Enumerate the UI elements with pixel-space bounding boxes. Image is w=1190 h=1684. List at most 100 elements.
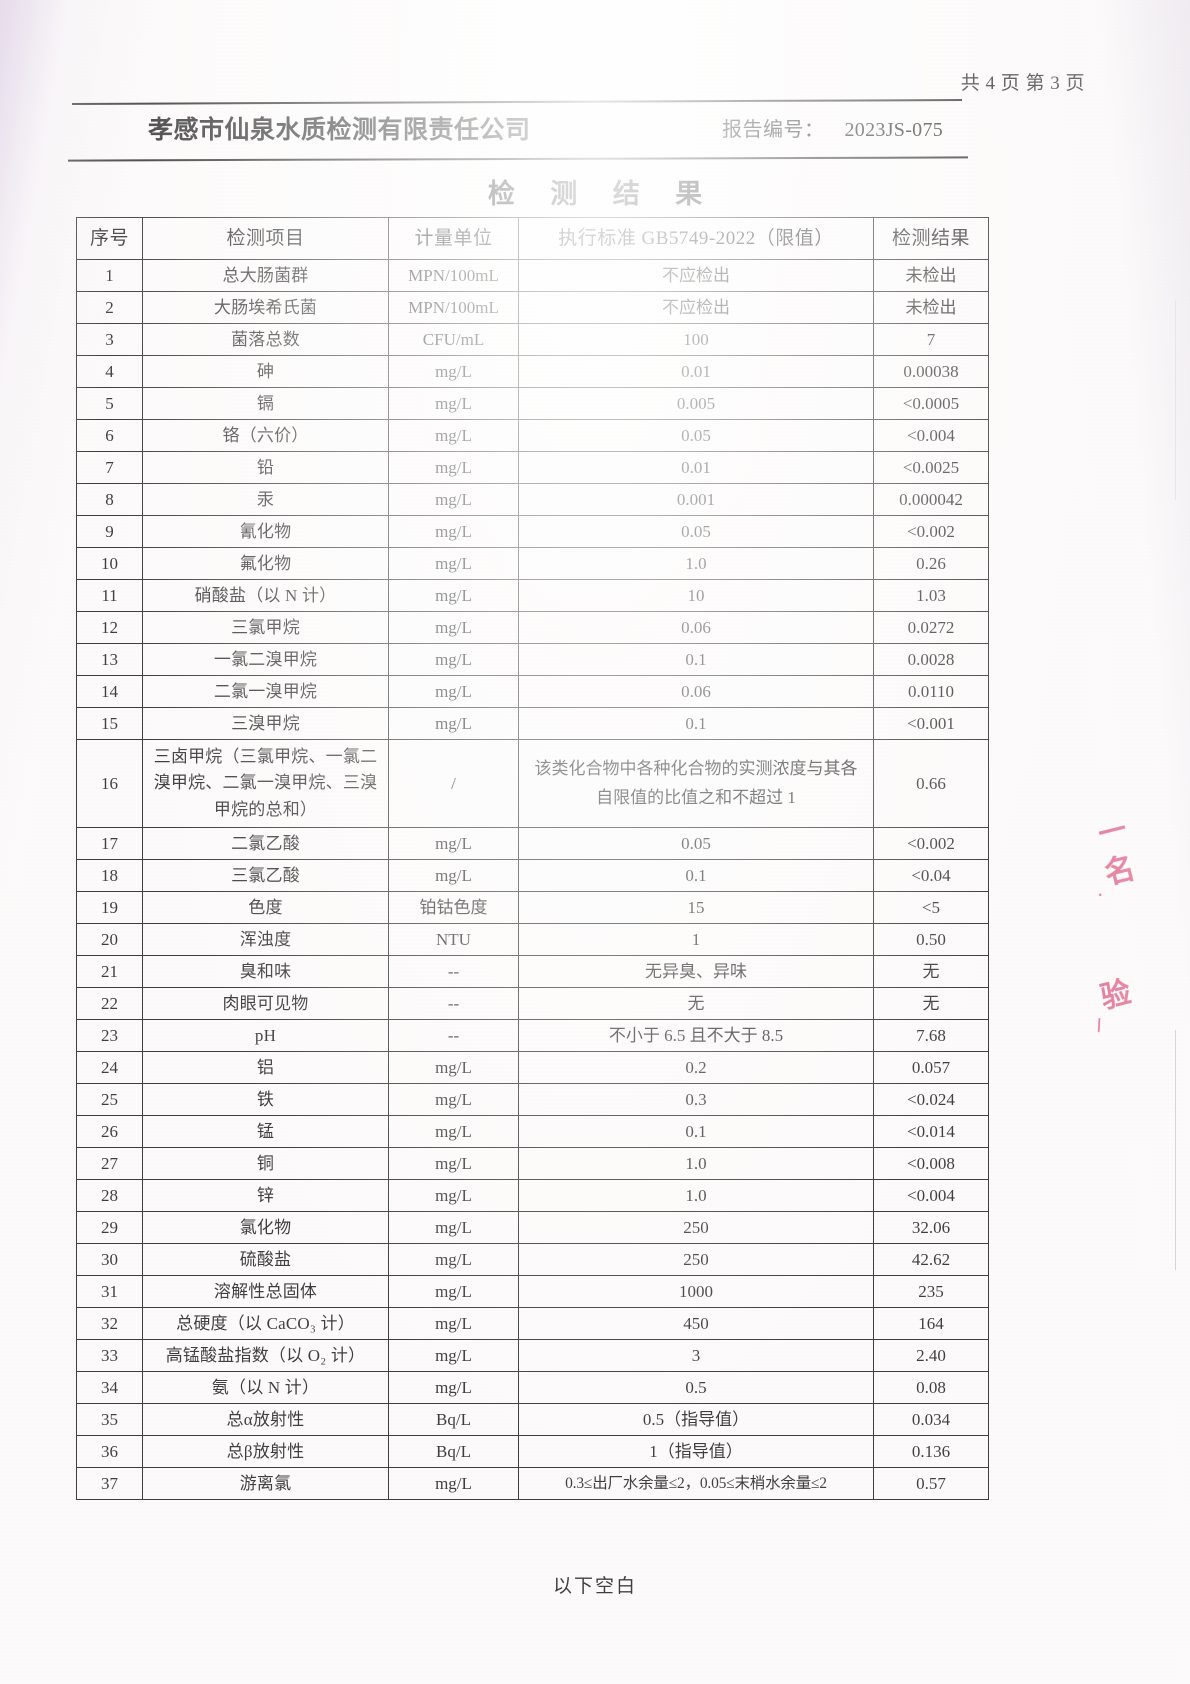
cell-test-item: 浑浊度 — [142, 923, 389, 957]
cell-test-item: 一氯二溴甲烷 — [142, 643, 389, 676]
table-row: 31 溶解性总固体 mg/L 1000 235 — [76, 1275, 989, 1309]
cell-test-item: 游离氯 — [142, 1467, 389, 1501]
cell-result: 无 — [873, 955, 989, 989]
table-row: 27 铜 mg/L 1.0 <0.008 — [76, 1147, 989, 1181]
cell-serial-no: 34 — [76, 1371, 143, 1405]
cell-result: 7 — [873, 323, 989, 356]
table-row: 36 总β放射性 Bq/L 1（指导值） 0.136 — [76, 1435, 989, 1469]
cell-unit: / — [388, 738, 519, 829]
cell-unit: mg/L — [388, 707, 519, 740]
cell-standard: 1 — [518, 923, 874, 957]
cell-test-item: 铬（六价） — [142, 419, 389, 452]
cell-unit: mg/L — [388, 1275, 519, 1309]
cell-serial-no: 15 — [76, 707, 143, 740]
cell-serial-no: 33 — [76, 1339, 143, 1373]
col-header-unit: 计量单位 — [388, 217, 519, 260]
cell-serial-no: 32 — [76, 1307, 143, 1341]
cell-standard: 该类化合物中各种化合物的实测浓度与其各自限值的比值之和不超过 1 — [518, 738, 874, 829]
cell-unit: mg/L — [388, 1307, 519, 1341]
cell-unit: MPN/100mL — [388, 259, 519, 292]
cell-unit: mg/L — [388, 1147, 519, 1181]
table-row: 15 三溴甲烷 mg/L 0.1 <0.001 — [76, 707, 989, 740]
cell-test-item: 肉眼可见物 — [142, 987, 389, 1021]
cell-standard: 0.01 — [518, 355, 874, 388]
table-row: 29 氯化物 mg/L 250 32.06 — [76, 1211, 989, 1245]
cell-test-item: 二氯乙酸 — [142, 827, 389, 861]
cell-serial-no: 6 — [76, 419, 143, 452]
cell-result: 2.40 — [873, 1339, 989, 1373]
cell-standard: 0.1 — [518, 707, 874, 740]
table-row: 24 铝 mg/L 0.2 0.057 — [76, 1051, 989, 1085]
table-row: 19 色度 铂钴色度 15 <5 — [76, 891, 989, 925]
cell-serial-no: 27 — [76, 1147, 143, 1181]
report-number-label: 报告编号： — [722, 119, 825, 141]
cell-serial-no: 23 — [76, 1019, 143, 1053]
cell-standard: 0.3 — [518, 1083, 874, 1117]
page-indicator: 共 4 页 第 3 页 — [960, 73, 1085, 94]
cell-unit: mg/L — [388, 579, 519, 612]
table-row: 21 臭和味 -- 无异臭、异味无 — [76, 955, 989, 989]
cell-result: <0.04 — [873, 859, 989, 893]
cell-standard: 0.01 — [518, 451, 874, 484]
cell-standard: 1.0 — [518, 1147, 874, 1181]
cell-result: <5 — [873, 891, 989, 925]
cell-serial-no: 9 — [76, 515, 143, 548]
cell-serial-no: 1 — [76, 259, 143, 292]
cell-standard: 不小于 6.5 且不大于 8.5 — [518, 1019, 874, 1053]
cell-unit: CFU/mL — [388, 323, 519, 356]
cell-unit: mg/L — [388, 1243, 519, 1277]
table-row: 20 浑浊度 NTU 1 0.50 — [76, 923, 989, 957]
table-header-row: 序号 检测项目 计量单位 执行标准 GB5749-2022（限值） 检测结果 — [76, 217, 989, 260]
cell-test-item: 氟化物 — [142, 547, 389, 580]
cell-unit: -- — [388, 955, 519, 989]
cell-serial-no: 28 — [76, 1179, 143, 1213]
cell-serial-no: 17 — [76, 827, 143, 861]
cell-serial-no: 25 — [76, 1083, 143, 1117]
cell-test-item: 三氯甲烷 — [142, 611, 389, 644]
cell-result: 235 — [873, 1275, 989, 1309]
cell-result: <0.0025 — [873, 451, 989, 484]
cell-test-item: 总硬度（以 CaCO₃ 计） — [142, 1307, 389, 1341]
cell-test-item: 总大肠菌群 — [142, 259, 389, 292]
cell-result: <0.014 — [873, 1115, 989, 1149]
cell-result: 0.136 — [873, 1435, 989, 1469]
cell-serial-no: 2 — [76, 291, 143, 324]
cell-serial-no: 4 — [76, 355, 143, 388]
cell-unit: mg/L — [388, 611, 519, 644]
table-row: 1 总大肠菌群 MPN/100mL 不应检出 未检出 — [76, 259, 989, 292]
cell-unit: mg/L — [388, 387, 519, 420]
cell-result: 42.62 — [873, 1243, 989, 1277]
table-row: 7 铅 mg/L 0.01 <0.0025 — [76, 451, 989, 484]
cell-serial-no: 20 — [76, 923, 143, 957]
cell-standard: 无异臭、异味 — [518, 955, 874, 989]
cell-serial-no: 12 — [76, 611, 143, 644]
cell-result: 0.0028 — [873, 643, 989, 676]
col-header-std: 执行标准 GB5749-2022（限值） — [518, 217, 874, 260]
cell-standard: 250 — [518, 1243, 874, 1277]
col-header-no: 序号 — [76, 217, 143, 260]
cell-result: 0.57 — [873, 1467, 989, 1501]
cell-serial-no: 35 — [76, 1403, 143, 1437]
table-row: 32 总硬度（以 CaCO₃ 计） mg/L 450 164 — [76, 1307, 989, 1341]
cell-unit: -- — [388, 987, 519, 1021]
cell-serial-no: 19 — [76, 891, 143, 925]
cell-test-item: 氯化物 — [142, 1211, 389, 1245]
paper-crease-upper — [1175, 300, 1176, 500]
table-row: 34 氨（以 N 计） mg/L 0.5 0.08 — [76, 1371, 989, 1405]
footer-note: 以下空白 — [552, 1576, 637, 1597]
cell-standard: 不应检出 — [518, 259, 874, 292]
cell-standard: 1（指导值） — [518, 1435, 874, 1469]
table-row: 37 游离氯 mg/L 0.3≤出厂水余量≤2，0.05≤末梢水余量≤2 0.57 — [76, 1467, 989, 1501]
cell-standard: 0.5（指导值） — [518, 1403, 874, 1437]
cell-test-item: 三氯乙酸 — [142, 859, 389, 893]
cell-standard: 1000 — [518, 1275, 874, 1309]
table-row: 8 汞 mg/L 0.001 0.000042 — [76, 483, 989, 516]
cell-result: 0.0110 — [873, 675, 989, 708]
cell-unit: mg/L — [388, 483, 519, 516]
cell-result: 未检出 — [873, 259, 989, 292]
cell-unit: mg/L — [388, 1179, 519, 1213]
cell-result: 164 — [873, 1307, 989, 1341]
table-row: 12 三氯甲烷 mg/L 0.06 0.0272 — [76, 611, 989, 644]
cell-unit: mg/L — [388, 451, 519, 484]
cell-test-item: 硝酸盐（以 N 计） — [142, 579, 389, 612]
